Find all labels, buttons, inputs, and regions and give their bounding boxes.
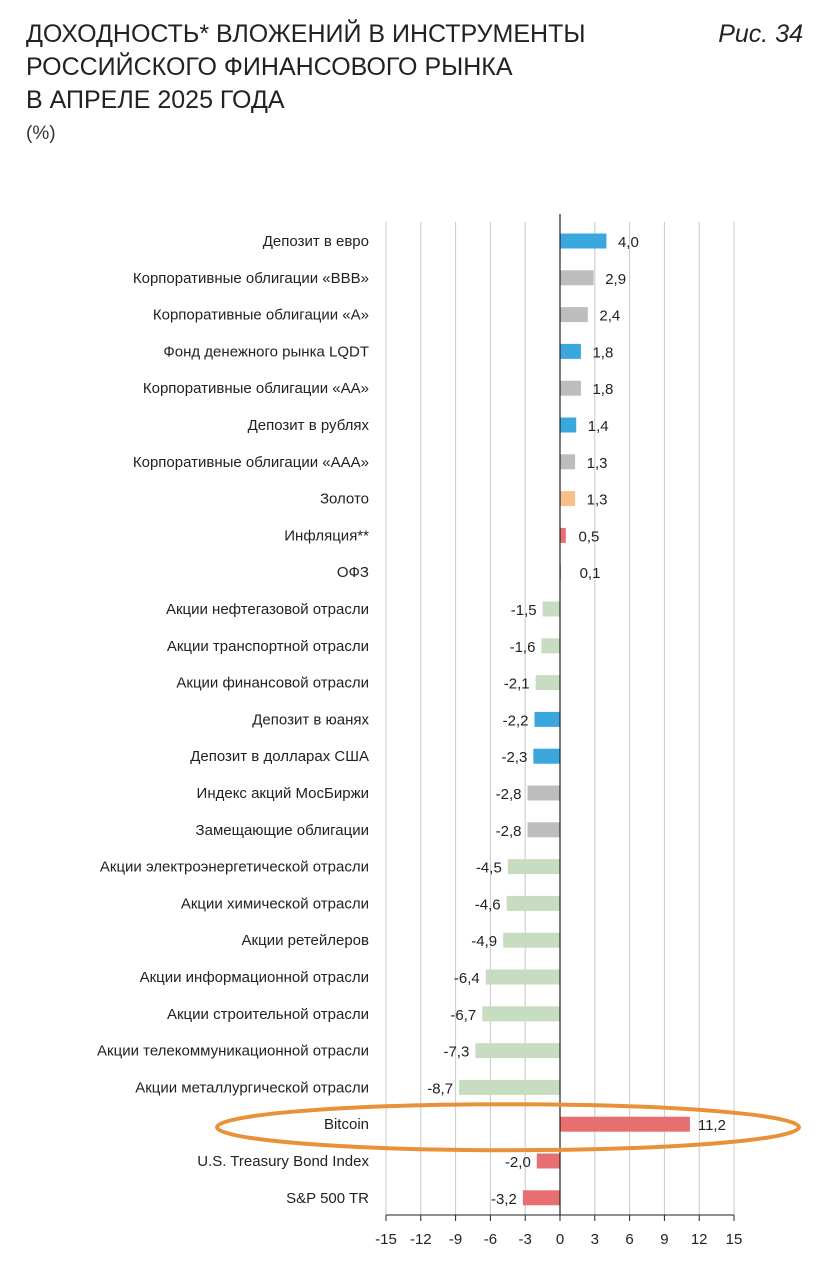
value-label: -7,3 <box>443 1044 469 1061</box>
value-label: 2,4 <box>599 308 620 325</box>
bar <box>507 859 560 875</box>
category-label: Акции химической отрасли <box>181 895 369 912</box>
value-label: -1,5 <box>511 602 537 619</box>
category-label: Акции электроэнергетической отрасли <box>100 859 369 876</box>
bar <box>560 307 588 323</box>
value-label: 1,8 <box>592 381 613 398</box>
value-label: -6,4 <box>454 970 480 987</box>
category-label: S&P 500 TR <box>286 1190 369 1207</box>
bar <box>560 454 576 470</box>
category-label: Акции нефтегазовой отрасли <box>166 601 369 618</box>
title-line-2: РОССИЙСКОГО ФИНАНСОВОГО РЫНКА <box>26 53 513 81</box>
category-label: Акции металлургической отрасли <box>135 1079 369 1096</box>
value-label: -6,7 <box>450 1007 476 1024</box>
category-label: Депозит в евро <box>263 233 369 250</box>
bar <box>459 1079 560 1095</box>
bar <box>503 932 560 948</box>
value-label: 0,5 <box>579 528 600 545</box>
value-label: -2,0 <box>505 1154 531 1171</box>
bar <box>560 380 581 396</box>
category-label: Фонд денежного рынка LQDT <box>163 343 369 360</box>
value-label: -2,8 <box>496 823 522 840</box>
x-tick-label: -15 <box>375 1231 397 1248</box>
bar <box>506 895 560 911</box>
category-label: Корпоративные облигации «AAA» <box>133 454 369 471</box>
category-label: Корпоративные облигации «AA» <box>143 380 369 397</box>
category-label: Депозит в рублях <box>248 417 370 434</box>
chart-title: ДОХОДНОСТЬ* ВЛОЖЕНИЙ В ИНСТРУМЕНТЫ РОССИ… <box>26 18 666 117</box>
x-tick-label: 15 <box>726 1231 743 1248</box>
category-label: Акции строительной отрасли <box>167 1006 369 1023</box>
category-label: Bitcoin <box>324 1116 369 1133</box>
value-label: -3,2 <box>491 1191 517 1208</box>
value-label: -2,8 <box>496 786 522 803</box>
x-tick-label: -6 <box>484 1231 497 1248</box>
x-tick-label: 3 <box>591 1231 599 1248</box>
x-tick-label: -12 <box>410 1231 432 1248</box>
bar <box>542 601 560 617</box>
category-label: Акции ретейлеров <box>242 932 369 949</box>
value-label: 1,3 <box>587 492 608 509</box>
value-label: 1,4 <box>588 418 609 435</box>
bar <box>560 527 566 543</box>
bar <box>560 491 576 507</box>
value-label: 2,9 <box>605 271 626 288</box>
category-label: Акции информационной отрасли <box>140 969 369 986</box>
category-label: Депозит в долларах США <box>190 748 369 765</box>
unit-label: (%) <box>26 123 56 144</box>
x-tick-label: 6 <box>625 1231 633 1248</box>
value-label: -4,6 <box>475 896 501 913</box>
bar <box>560 417 577 433</box>
category-label: Индекс акций МосБиржи <box>197 785 369 802</box>
bar <box>541 638 560 654</box>
category-label: Акции телекоммуникационной отрасли <box>97 1043 369 1060</box>
category-label: U.S. Treasury Bond Index <box>197 1153 369 1170</box>
bar <box>534 711 560 727</box>
value-label: 4,0 <box>618 234 639 251</box>
x-tick-label: 9 <box>660 1231 668 1248</box>
x-tick-label: 0 <box>556 1231 564 1248</box>
category-label: Золото <box>320 491 369 508</box>
category-label: Акции транспортной отрасли <box>167 638 369 655</box>
value-label: -1,6 <box>510 639 536 656</box>
category-label: Корпоративные облигации «BBB» <box>133 270 369 287</box>
x-tick-label: 12 <box>691 1231 708 1248</box>
category-label: ОФЗ <box>337 564 369 581</box>
value-label: -2,3 <box>501 749 527 766</box>
bar <box>560 233 607 249</box>
x-tick-label: -9 <box>449 1231 462 1248</box>
bar <box>475 1043 560 1059</box>
category-label: Инфляция** <box>284 527 369 544</box>
category-label: Замещающие облигации <box>196 822 369 839</box>
bar <box>522 1190 560 1206</box>
value-label: -4,9 <box>471 933 497 950</box>
bar <box>536 1153 560 1169</box>
value-label: 11,2 <box>698 1117 726 1134</box>
value-label: 1,3 <box>587 455 608 472</box>
title-line-3: В АПРЕЛЕ 2025 ГОДА <box>26 86 285 114</box>
bar <box>535 675 560 691</box>
value-label: -2,2 <box>503 712 529 729</box>
title-line-1: ДОХОДНОСТЬ* ВЛОЖЕНИЙ В ИНСТРУМЕНТЫ <box>26 20 586 48</box>
value-label: -2,1 <box>504 676 530 693</box>
bar <box>527 822 560 838</box>
value-label: -4,5 <box>476 860 502 877</box>
category-label: Акции финансовой отрасли <box>176 675 369 692</box>
value-label: 1,8 <box>592 344 613 361</box>
x-tick-label: -3 <box>519 1231 532 1248</box>
value-label: -8,7 <box>427 1080 453 1097</box>
highlight-ellipse <box>215 1102 801 1153</box>
bar <box>560 1116 690 1132</box>
bar <box>482 1006 560 1022</box>
value-label: 0,1 <box>580 565 601 582</box>
bar <box>485 969 560 985</box>
bar <box>560 343 581 359</box>
category-label: Корпоративные облигации «A» <box>153 307 369 324</box>
bar <box>533 748 560 764</box>
bar <box>527 785 560 801</box>
bar <box>560 270 594 286</box>
figure-label: Рис. 34 <box>718 20 803 48</box>
category-label: Депозит в юанях <box>252 711 369 728</box>
